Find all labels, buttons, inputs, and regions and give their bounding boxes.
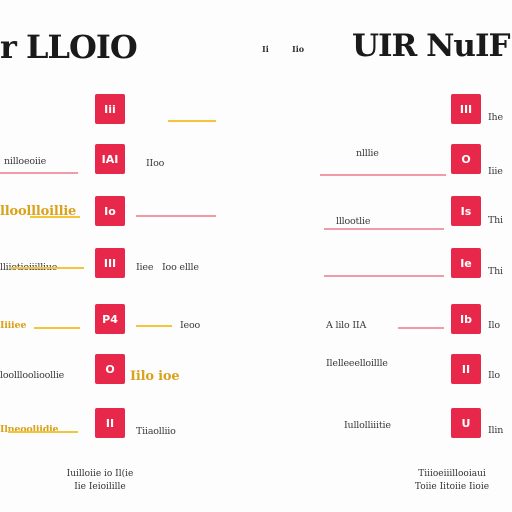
right-label-1: Ihe [488, 112, 503, 123]
right-label-10: Ilo [488, 370, 500, 381]
left-label-12: Tiiaolliio [136, 426, 176, 437]
right-label-5: Thi [488, 215, 503, 226]
bars-icon: II [95, 408, 125, 438]
document-icon: Iii [95, 94, 125, 124]
left-title: r LLOIO [0, 28, 138, 66]
right-bar-4 [398, 327, 444, 329]
p4-icon: P4 [95, 304, 125, 334]
grid-icon: II [451, 354, 481, 384]
left-label-5: Iiee [136, 262, 154, 273]
left-label-1: nilloeoiie [4, 156, 46, 167]
right-label-3: Iiie [488, 166, 503, 177]
right-label-12: Ilin [488, 425, 504, 436]
left-footer-line-1: Iuilloiie io Il(ie [66, 469, 134, 479]
left-label-2: IIoo [146, 158, 165, 169]
left-bar-5 [10, 267, 84, 269]
left-bar-8 [8, 431, 78, 433]
right-footer-line-1: Tiiioeiiillooiaui [418, 469, 486, 479]
right-label-9: Ilelleeelloillle [326, 358, 388, 369]
left-bar-4 [136, 215, 216, 217]
right-title: UIR NuIF [352, 28, 510, 64]
left-bar-6 [34, 327, 80, 329]
right-footer-line-2: Toiie Iitoiie Iioie [414, 482, 490, 492]
title-mark-right: Iio [292, 44, 305, 54]
screen-icon: III [95, 248, 125, 278]
circle-icon: O [95, 354, 125, 384]
right-label-2: nlllie [356, 148, 379, 159]
title-mark-left: Ii [262, 44, 269, 54]
right-bar-1 [320, 174, 446, 176]
right-bar-2 [324, 228, 444, 230]
right-footer: Tiiioeiiillooiaui Toiie Iitoiie Iioie [392, 468, 512, 494]
left-bar-3 [30, 216, 80, 218]
frame-icon: III [451, 94, 481, 124]
left-label-10: Iilo ioe [130, 369, 180, 384]
u-icon: U [451, 408, 481, 438]
left-label-9: loollloolioollie [0, 370, 65, 381]
right-label-11: Iullolliiitie [344, 420, 391, 431]
left-bar-1 [168, 120, 216, 122]
right-label-6: Thi [488, 266, 503, 277]
ring-icon: O [451, 144, 481, 174]
left-label-7: Iiiiee [0, 320, 27, 331]
right-bar-3 [324, 275, 444, 277]
right-label-4: lllootlie [336, 216, 371, 227]
ib-icon: Ib [451, 304, 481, 334]
left-label-3: lloollloillie [0, 204, 77, 219]
left-bar-7 [136, 325, 172, 327]
left-label-8: Ieoo [180, 320, 201, 331]
target-icon: Io [95, 196, 125, 226]
left-label-6: Ioo ellle [162, 262, 199, 273]
left-footer-line-2: Iie Ieioilille [74, 482, 126, 492]
cluster-icon: Ie [451, 248, 481, 278]
right-label-8: Ilo [488, 320, 500, 331]
left-footer: Iuilloiie io Il(ie Iie Ieioilille [30, 468, 170, 494]
left-bar-2 [0, 172, 78, 174]
left-label-11: Ilneooliidie [0, 424, 59, 435]
chart-icon: IAI [95, 144, 125, 174]
is-icon: Is [451, 196, 481, 226]
right-label-7: A lilo IIA [326, 320, 367, 331]
